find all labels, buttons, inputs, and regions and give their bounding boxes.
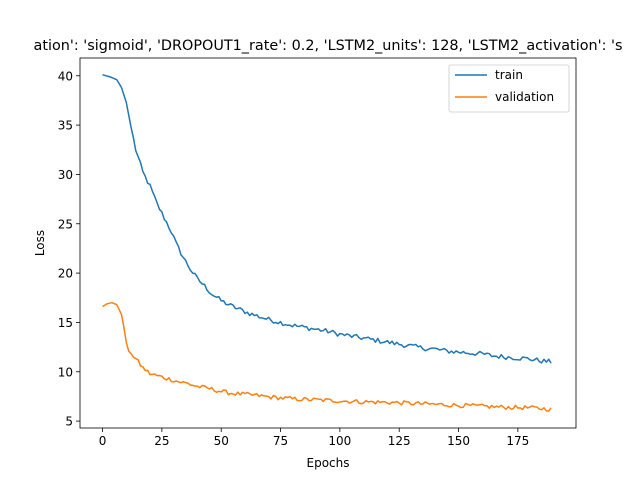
legend-box: [448, 64, 570, 113]
x-tick-label: 125: [388, 434, 411, 448]
y-tick-label: 5: [65, 415, 73, 429]
legend: train validation: [448, 64, 570, 113]
x-tick-label: 0: [99, 434, 107, 448]
y-axis-ticks: 5 10 15 20 25 30 35 40: [58, 69, 80, 429]
y-tick-label: 25: [58, 217, 73, 231]
plot-area: [80, 58, 576, 428]
y-tick-label: 20: [58, 267, 73, 281]
x-tick-label: 100: [328, 434, 351, 448]
y-tick-label: 40: [58, 69, 73, 83]
series-line-validation: [102, 301, 552, 412]
y-axis-label: Loss: [33, 230, 47, 256]
x-tick-label: 25: [154, 434, 169, 448]
y-tick-label: 10: [58, 365, 73, 379]
y-tick-label: 15: [58, 316, 73, 330]
y-tick-label: 30: [58, 168, 73, 182]
y-tick-label: 35: [58, 119, 73, 133]
legend-train-label: train: [495, 68, 523, 82]
chart-title: ation': 'sigmoid', 'DROPOUT1_rate': 0.2,…: [34, 38, 623, 54]
x-tick-label: 75: [273, 434, 288, 448]
plot-frame: [79, 57, 577, 429]
x-tick-label: 150: [447, 434, 470, 448]
x-tick-label: 175: [506, 434, 529, 448]
series-line-train: [102, 74, 552, 364]
x-tick-label: 50: [214, 434, 229, 448]
series-layer: [102, 74, 552, 412]
x-axis-label: Epochs: [307, 456, 350, 470]
legend-validation-label: validation: [495, 90, 554, 104]
x-axis-ticks: 0 25 50 75 100 125 150 175: [99, 428, 529, 448]
